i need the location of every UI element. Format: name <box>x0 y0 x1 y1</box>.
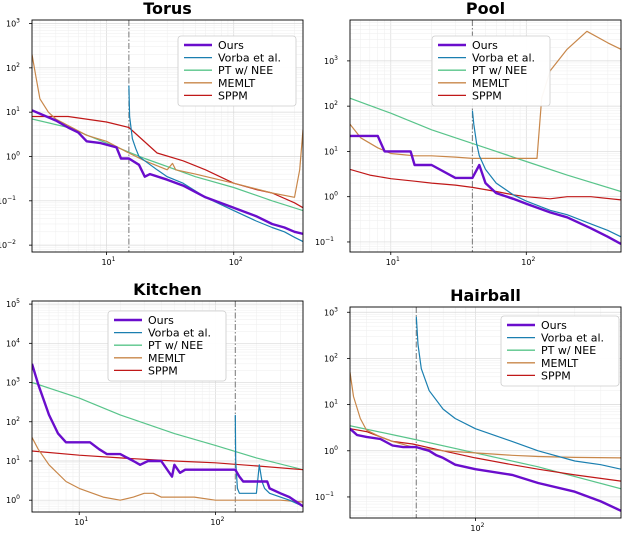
plot-frame <box>349 19 622 253</box>
legend-entry: MEMLT <box>218 77 256 90</box>
panel-title: Pool <box>466 0 505 18</box>
series-memlt <box>32 437 303 503</box>
series-vorba-et-al <box>128 85 303 243</box>
legend-entry: Vorba et al. <box>148 327 211 340</box>
legend-entry: MEMLT <box>148 352 186 365</box>
y-tick-label: 102 <box>324 352 338 363</box>
legend-entry: PT w/ NEE <box>218 64 273 77</box>
y-tick-label: 10−2 <box>0 239 16 250</box>
series-vorba-et-al <box>471 110 621 238</box>
y-tick-label: 100 <box>6 150 20 161</box>
plot-frame <box>349 306 622 519</box>
series-sppm <box>32 115 303 209</box>
legend-entry: SPPM <box>541 369 571 382</box>
x-tick-label: 102 <box>470 522 484 533</box>
legend-entry: Ours <box>541 319 567 332</box>
y-tick-label: 100 <box>6 494 20 505</box>
series-ours <box>350 427 621 512</box>
series-ours <box>32 363 303 508</box>
legend-entry: Ours <box>148 314 174 327</box>
legend-entry: PT w/ NEE <box>148 339 203 352</box>
panel-title: Hairball <box>450 286 521 305</box>
y-tick-label: 102 <box>6 62 20 73</box>
legend-entry: SPPM <box>218 89 248 102</box>
y-tick-label: 105 <box>6 298 20 309</box>
series-pt-w-nee <box>32 118 303 212</box>
legend-entry: PT w/ NEE <box>472 64 527 77</box>
x-tick-label: 101 <box>74 516 88 527</box>
legend-entry: Vorba et al. <box>541 332 604 345</box>
legend-entry: SPPM <box>148 364 178 377</box>
x-tick-label: 102 <box>521 256 535 267</box>
series-sppm <box>32 450 303 471</box>
x-tick-label: 101 <box>101 256 115 267</box>
y-tick-label: 102 <box>6 416 20 427</box>
series-vorba-et-al <box>415 316 621 470</box>
x-tick-label: 102 <box>210 516 224 527</box>
y-tick-label: 101 <box>324 399 338 410</box>
series-sppm <box>350 168 621 201</box>
panel-kitchen: Kitchen 101 102 100 101 102 103 104 105 OursVorba… <box>6 280 304 527</box>
legend-entry: PT w/ NEE <box>541 344 596 357</box>
y-tick-label: 103 <box>6 18 20 29</box>
y-tick-label: 100 <box>324 191 338 202</box>
x-tick-label: 102 <box>229 256 243 267</box>
plot-frame <box>31 19 304 253</box>
legend-entry: Ours <box>218 39 244 52</box>
y-tick-label: 10−1 <box>315 236 334 247</box>
panel-title: Torus <box>143 0 192 18</box>
legend-entry: SPPM <box>472 89 502 102</box>
y-tick-label: 101 <box>6 455 20 466</box>
legend-entry: Vorba et al. <box>472 52 535 65</box>
series-pt-w-nee <box>32 381 303 471</box>
y-tick-label: 103 <box>324 55 338 66</box>
panel-torus: Torus 101 102 10−2 10−1 100 101 102 103 OursVorba… <box>0 0 304 267</box>
series-ours <box>32 109 303 235</box>
y-tick-label: 100 <box>324 445 338 456</box>
legend-entry: MEMLT <box>472 77 510 90</box>
y-tick-label: 10−1 <box>0 195 16 206</box>
series-pt-w-nee <box>350 97 621 193</box>
y-tick-label: 101 <box>6 106 20 117</box>
series-ours <box>350 134 621 246</box>
y-tick-label: 104 <box>6 337 20 348</box>
legend-entry: Ours <box>472 39 498 52</box>
y-tick-label: 103 <box>6 377 20 388</box>
y-tick-label: 10−1 <box>315 491 334 502</box>
x-tick-label: 101 <box>386 256 400 267</box>
y-tick-label: 103 <box>324 306 338 317</box>
panel-title: Kitchen <box>133 280 202 299</box>
y-tick-label: 101 <box>324 145 338 156</box>
plot-frame <box>31 300 304 513</box>
legend-entry: Vorba et al. <box>218 52 281 65</box>
series-vorba-et-al <box>234 414 303 507</box>
legend-entry: MEMLT <box>541 357 579 370</box>
y-tick-label: 102 <box>324 100 338 111</box>
